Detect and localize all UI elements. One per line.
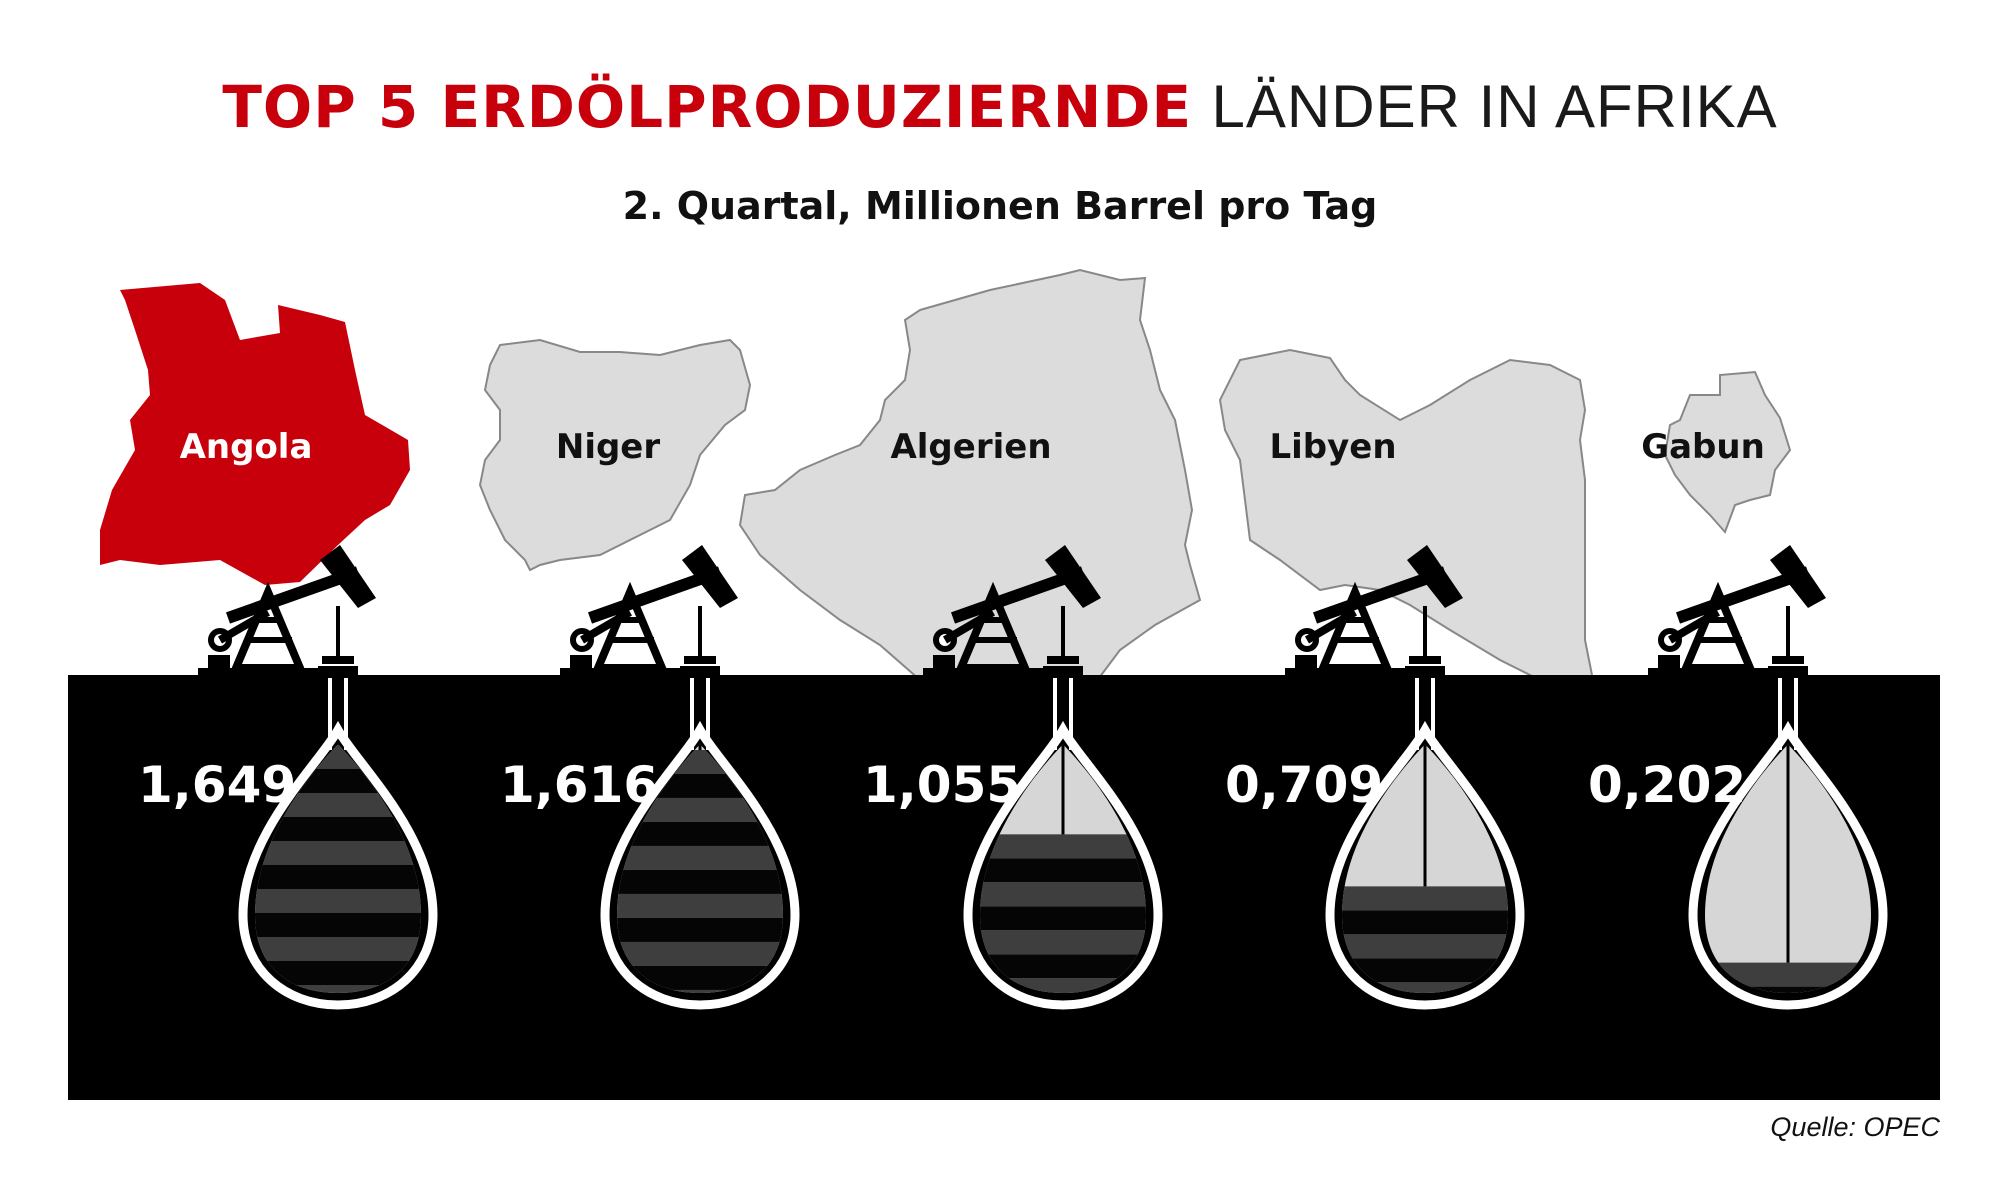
source-note: Quelle: OPEC	[1770, 1112, 1940, 1142]
pump-jack-icon	[923, 545, 1101, 678]
value-label: 1,616	[500, 756, 658, 814]
oil-stripe	[617, 821, 783, 846]
oil-stripe	[617, 989, 783, 993]
oil-stripe	[980, 930, 1146, 955]
country-label: Libyen	[1269, 427, 1396, 467]
oil-reservoirs: 1,649 1,616 1,055 0,709 0,202	[138, 678, 1888, 1010]
map-libya	[1218, 348, 1597, 691]
drop-outline	[238, 720, 438, 1010]
oil-stripe	[617, 941, 783, 966]
oil-stripe	[1342, 934, 1508, 959]
chart-subtitle: 2. Quartal, Millionen Barrel pro Tag	[622, 184, 1378, 228]
drop-outline	[963, 720, 1163, 1010]
drop-fill	[980, 744, 1146, 993]
map-niger	[478, 338, 752, 572]
value-label: 1,649	[138, 756, 296, 814]
country-label: Niger	[556, 427, 661, 467]
pump-jack-icon	[1285, 545, 1463, 678]
oil-stripe	[1705, 986, 1871, 993]
pump-jacks	[198, 545, 1826, 678]
oil-stripe	[980, 906, 1146, 931]
drop-outline	[1325, 720, 1525, 1010]
map-angola	[100, 283, 410, 585]
title-highlight: TOP 5 ERDÖLPRODUZIERNDE	[222, 73, 1193, 141]
country-label: Gabun	[1641, 427, 1765, 467]
oil-stripe	[980, 954, 1146, 979]
title-rest: LÄNDER IN AFRIKA	[1211, 73, 1778, 140]
value-label: 0,709	[1225, 756, 1383, 814]
value-label: 0,202	[1588, 756, 1746, 814]
oil-stripe	[255, 913, 421, 937]
country-maps	[100, 268, 1792, 747]
drop-outline	[600, 720, 800, 1010]
oil-stripe	[255, 841, 421, 865]
oil-stripe	[255, 817, 421, 841]
oil-stripe	[980, 882, 1146, 907]
oil-stripe	[255, 865, 421, 889]
oil-stripe	[1342, 982, 1508, 993]
country-label: Algerien	[890, 427, 1051, 467]
country-labels: Angola Niger Algerien Libyen Gabun	[180, 427, 1765, 467]
pump-jack-icon	[560, 545, 738, 678]
oil-stripe	[617, 917, 783, 942]
drop-outline	[1688, 720, 1888, 1010]
pump-jack-icon	[198, 545, 376, 678]
oil-stripe	[255, 985, 421, 993]
pump-jack-icon	[1648, 545, 1826, 678]
oil-stripe	[255, 937, 421, 961]
oil-stripe	[617, 893, 783, 918]
oil-stripe	[617, 845, 783, 870]
country-label: Angola	[180, 427, 313, 467]
value-label: 1,055	[863, 756, 1021, 814]
oil-stripe	[980, 834, 1146, 859]
oil-stripe	[255, 889, 421, 913]
oil-stripe	[617, 869, 783, 894]
oil-stripe	[1342, 886, 1508, 911]
oil-stripe	[980, 858, 1146, 883]
oil-stripe	[1342, 910, 1508, 935]
chart-title: TOP 5 ERDÖLPRODUZIERNDE LÄNDER IN AFRIKA	[0, 72, 2000, 141]
map-gabon	[1663, 370, 1792, 534]
